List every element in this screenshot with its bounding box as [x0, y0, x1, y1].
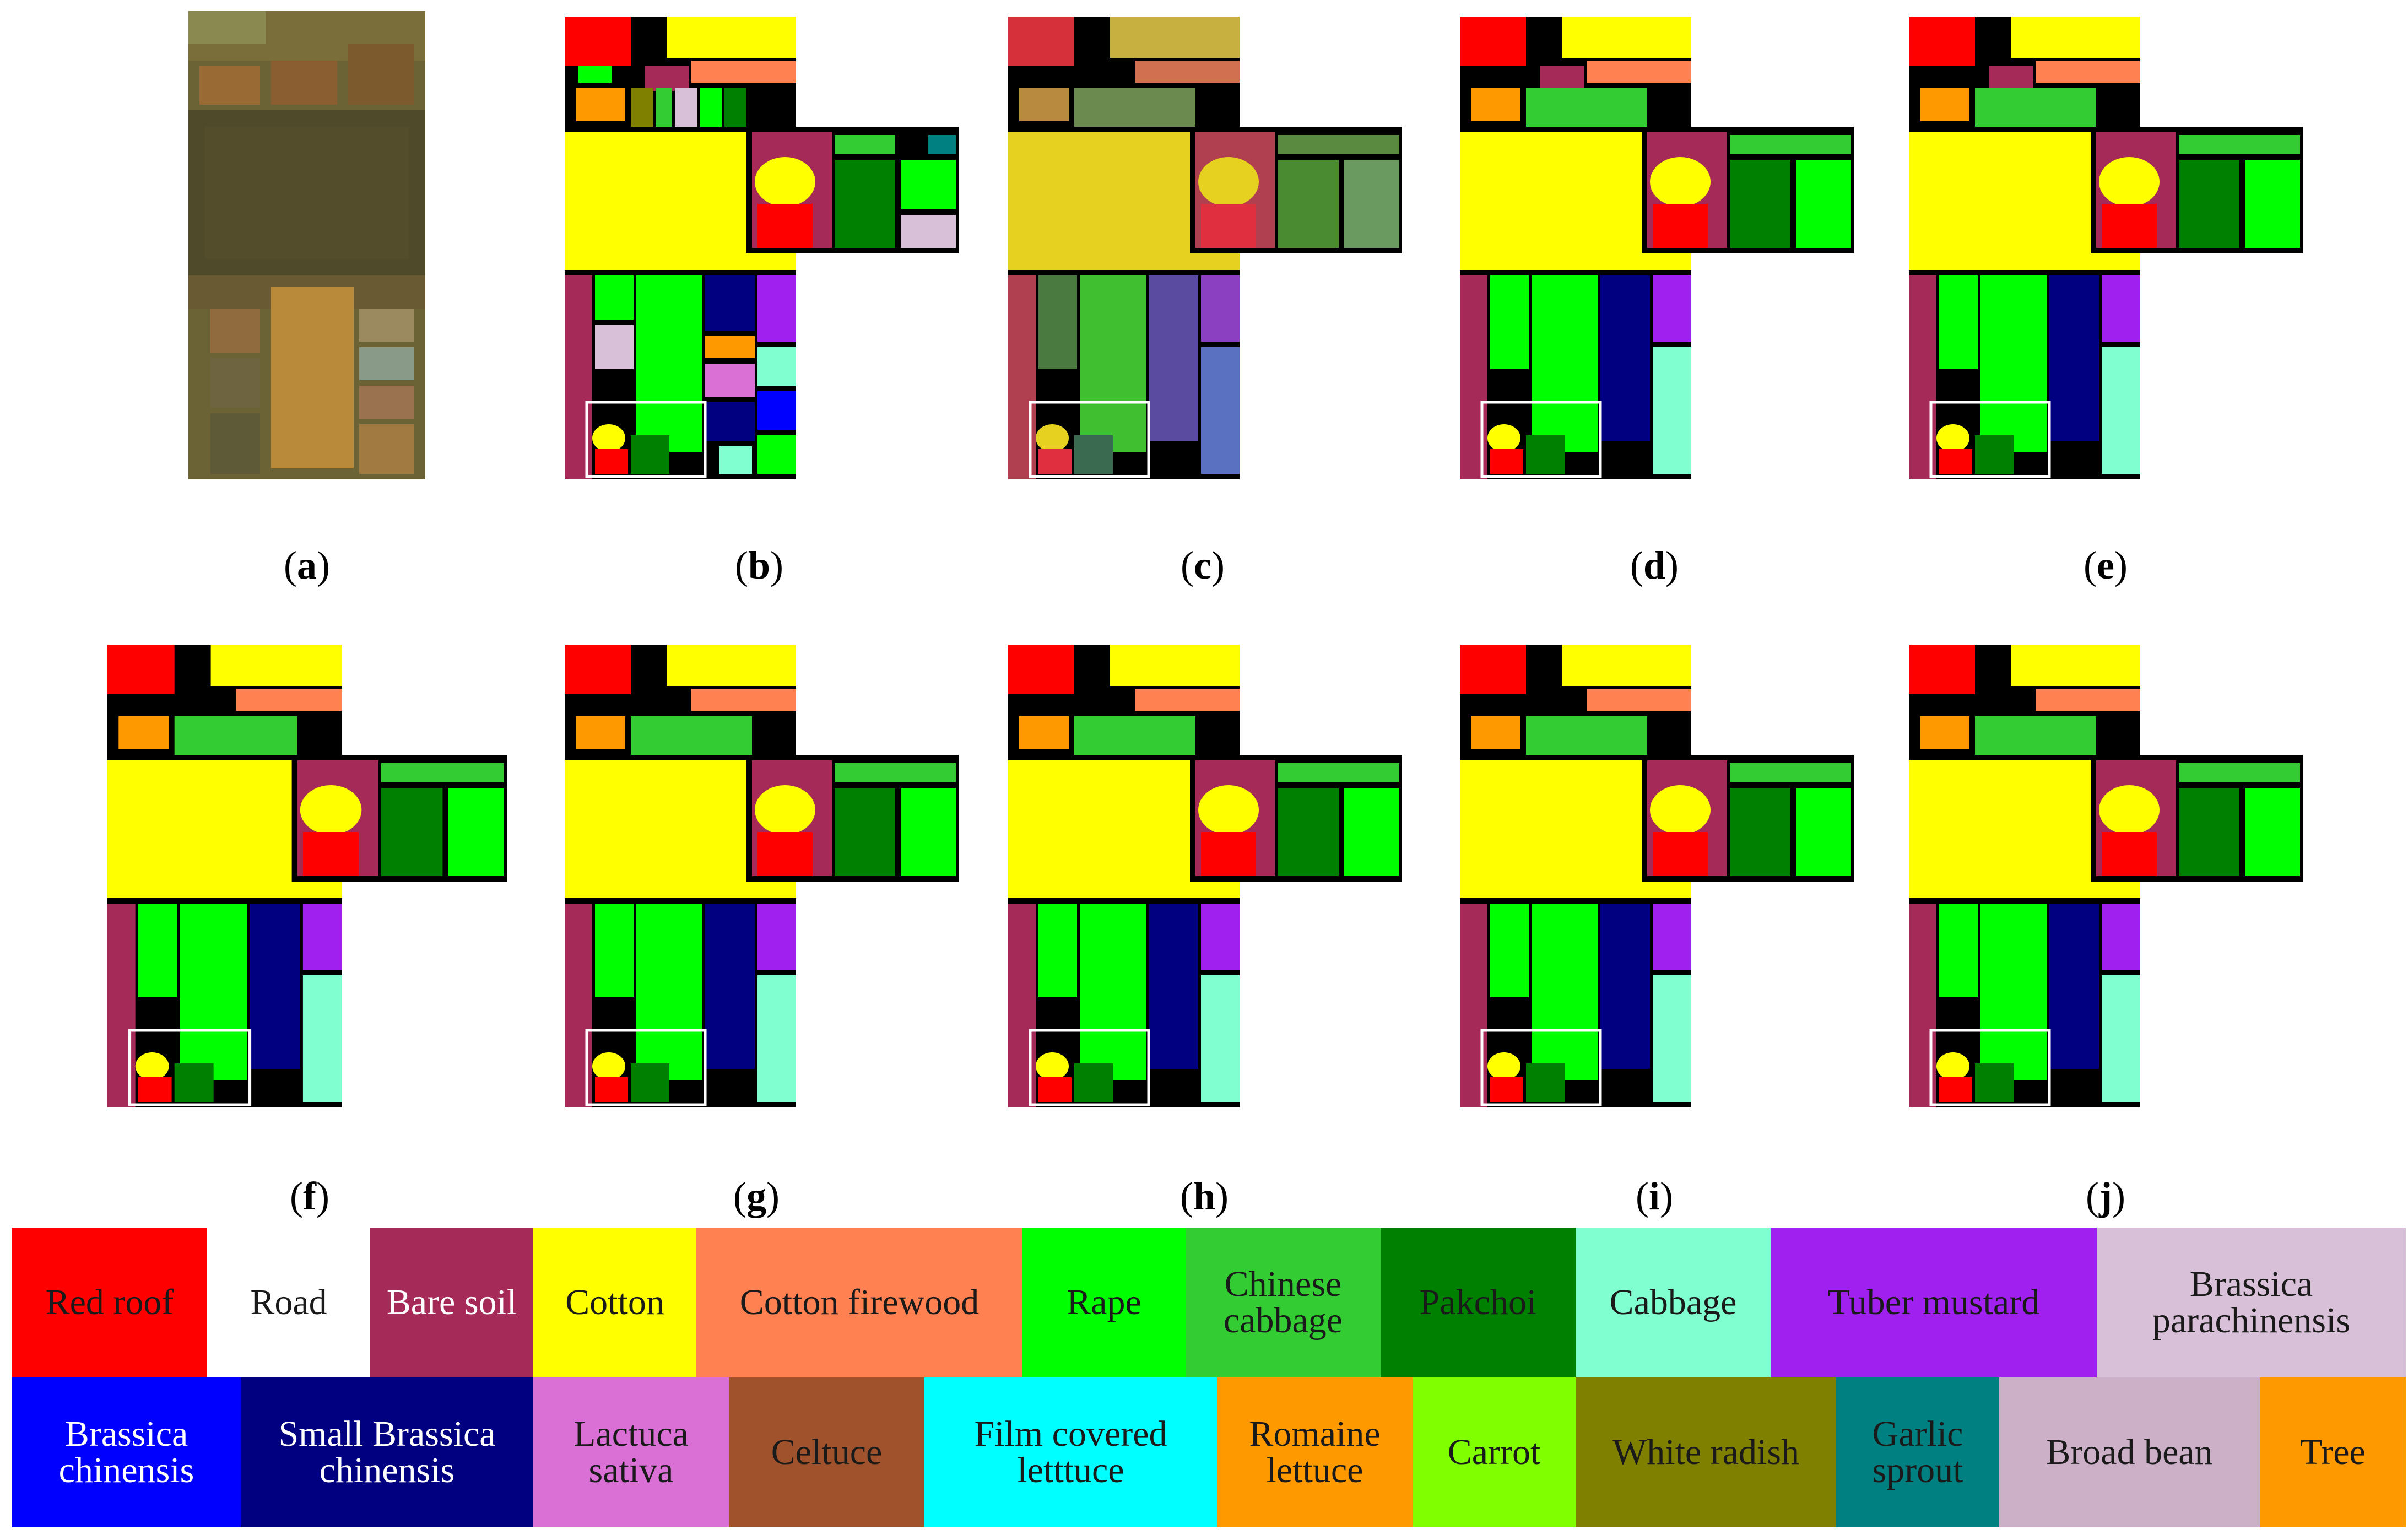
- caption-e: (e): [2084, 543, 2128, 587]
- caption-f: (f): [290, 1174, 329, 1218]
- legend-item-broad-bean: Broad bean: [1999, 1377, 2260, 1527]
- legend-item-bare-soil: Bare soil: [370, 1228, 533, 1377]
- classification-map: [1909, 645, 2303, 1107]
- classification-map: [1460, 645, 1854, 1107]
- map-zoom-region: [585, 401, 707, 478]
- caption-b: (b): [734, 543, 783, 587]
- aerial-image: [188, 11, 425, 479]
- caption-h: (h): [1179, 1174, 1229, 1218]
- panel-c-map: [1008, 17, 1402, 479]
- caption-j: (j): [2086, 1174, 2125, 1218]
- legend: Red roof Road Bare soil Cotton Cotton fi…: [12, 1228, 2406, 1530]
- caption-c: (c): [1181, 543, 1225, 587]
- legend-item-small-brassica-chinensis: Small Brassica chinensis: [241, 1377, 533, 1527]
- classification-map: [1909, 17, 2303, 479]
- panel-a-image: [188, 11, 425, 479]
- legend-item-celtuce: Celtuce: [729, 1377, 924, 1527]
- map-top-block: [565, 17, 796, 132]
- legend-item-romaine-lettuce: Romaine lettuce: [1217, 1377, 1413, 1527]
- legend-item-red-roof: Red roof: [12, 1228, 207, 1377]
- legend-item-carrot: Carrot: [1413, 1377, 1576, 1527]
- panel-e-map: [1909, 17, 2303, 479]
- legend-item-brassica-chinensis: Brassica chinensis: [12, 1377, 241, 1527]
- legend-item-chinese-cabbage: Chinese cabbage: [1186, 1228, 1381, 1377]
- legend-item-road: Road: [207, 1228, 370, 1377]
- caption-d: (d): [1630, 543, 1679, 587]
- legend-item-tree: Tree: [2260, 1377, 2406, 1527]
- legend-item-brassica-parachinensis: Brassica parachinensis: [2097, 1228, 2406, 1377]
- panel-f-map: [107, 645, 507, 1107]
- map-inset: [746, 127, 959, 253]
- legend-item-garlic-sprout: Garlic sprout: [1836, 1377, 1999, 1527]
- legend-item-cotton: Cotton: [533, 1228, 696, 1377]
- classification-map: [1008, 17, 1402, 479]
- legend-item-film-covered-lettuce: Film covered letttuce: [924, 1377, 1217, 1527]
- panel-b-map: [565, 17, 959, 479]
- classification-map: [107, 645, 507, 1107]
- legend-item-cotton-firewood: Cotton firewood: [696, 1228, 1022, 1377]
- legend-item-lactuca-sativa: Lactuca sativa: [533, 1377, 729, 1527]
- classification-map: [1460, 17, 1854, 479]
- classification-map: [565, 645, 959, 1107]
- legend-item-rape: Rape: [1022, 1228, 1186, 1377]
- legend-item-cabbage: Cabbage: [1576, 1228, 1771, 1377]
- panel-h-map: [1008, 645, 1402, 1107]
- panel-d-map: [1460, 17, 1854, 479]
- legend-item-pakchoi: Pakchoi: [1381, 1228, 1576, 1377]
- legend-item-white-radish: White radish: [1576, 1377, 1836, 1527]
- panel-j-map: [1909, 645, 2303, 1107]
- panel-g-map: [565, 645, 959, 1107]
- caption-g: (g): [733, 1174, 780, 1218]
- legend-row-2: Brassica chinensis Small Brassica chinen…: [12, 1377, 2406, 1527]
- legend-row-1: Red roof Road Bare soil Cotton Cotton fi…: [12, 1228, 2406, 1377]
- panel-i-map: [1460, 645, 1854, 1107]
- caption-a: (a): [284, 543, 330, 587]
- caption-i: (i): [1636, 1174, 1673, 1218]
- legend-item-tuber-mustard: Tuber mustard: [1771, 1228, 2097, 1377]
- classification-map: [1008, 645, 1402, 1107]
- classification-map: [565, 17, 959, 479]
